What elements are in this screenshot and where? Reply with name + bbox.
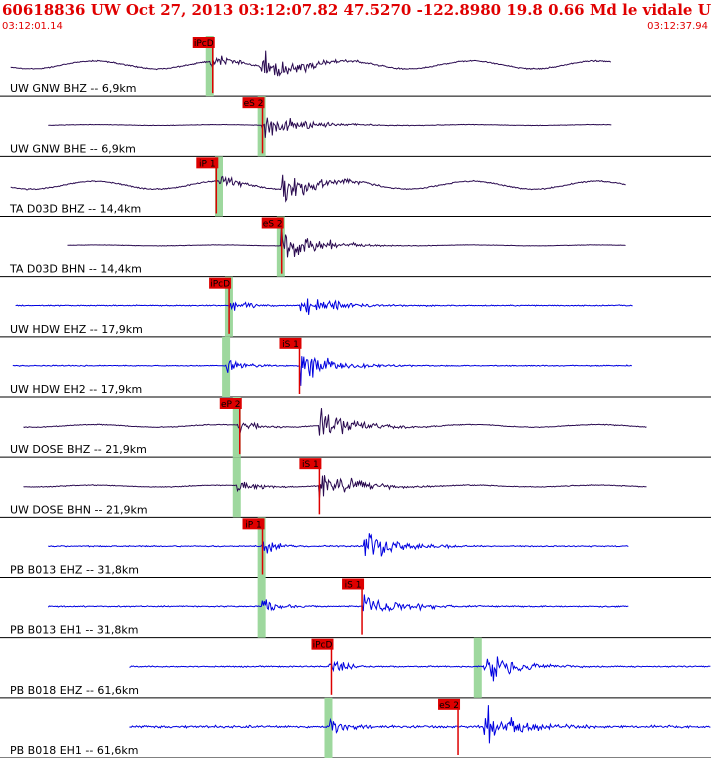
station-label: PB B018 EH1 -- 61,6km <box>10 744 138 757</box>
station-label: UW DOSE BHZ -- 21,9km <box>10 443 147 456</box>
waveform-trace <box>48 117 612 138</box>
event-title: 60618836 UW Oct 27, 2013 03:12:07.82 47.… <box>2 1 711 19</box>
waveform-trace <box>67 223 626 258</box>
pick-label: iP 1 <box>199 159 216 169</box>
pick-label-box <box>279 337 302 349</box>
station-label: PB B018 EHZ -- 61,6km <box>10 684 139 697</box>
waveform-trace <box>10 50 612 77</box>
station-label: UW GNW BHZ -- 6,9km <box>10 82 136 95</box>
pick-window <box>205 36 214 97</box>
pick-window <box>257 577 266 638</box>
pick-label: iP 1 <box>245 520 262 530</box>
pick-label: iS 1 <box>302 460 319 470</box>
pick-label-box <box>311 638 334 650</box>
pick-label: iPcD <box>313 641 333 651</box>
trace-panel[interactable]: iPcD UW GNW BHZ -- 6,9km <box>0 36 711 97</box>
pick-label-box <box>438 698 461 710</box>
pick-window <box>473 637 482 698</box>
seismogram-panels[interactable]: iPcD UW GNW BHZ -- 6,9km eS 2 UW GNW BHE --… <box>0 36 711 759</box>
time-start-label: 03:12:01.14 <box>2 21 63 32</box>
pick-window <box>276 216 285 277</box>
pick-window <box>257 517 266 578</box>
waveform-trace <box>15 298 633 315</box>
trace-panel[interactable]: iP 1 PB B013 EHZ -- 31,8km <box>0 517 711 578</box>
waveform-trace <box>23 475 647 499</box>
pick-window <box>214 156 223 217</box>
trace-panel[interactable]: eS 2 TA D03D BHN -- 14,4km <box>0 216 711 278</box>
station-label: TA D03D BHN -- 14,4km <box>9 263 142 276</box>
trace-panel[interactable]: eS 2 UW GNW BHE -- 6,9km <box>0 96 711 157</box>
pick-label-box <box>261 217 284 229</box>
pick-window <box>232 397 241 458</box>
trace-panel[interactable]: iP 1 TA D03D BHZ -- 14,4km <box>0 156 711 217</box>
pick-label: iS 1 <box>282 340 299 350</box>
station-label: UW HDW EHZ -- 17,9km <box>10 323 143 336</box>
station-label: PB B013 EH1 -- 31,8km <box>10 624 138 637</box>
station-label: UW GNW BHE -- 6,9km <box>10 142 136 155</box>
pick-label-box <box>342 578 365 590</box>
waveform-trace <box>129 656 711 682</box>
pick-label: iPcD <box>210 280 230 290</box>
waveform-trace <box>10 174 626 203</box>
pick-label: iS 1 <box>345 581 362 591</box>
pick-label-box <box>299 458 322 470</box>
time-end-label: 03:12:37.94 <box>647 21 708 32</box>
trace-panel[interactable]: iS 1 UW DOSE BHN -- 21,9km <box>0 457 711 518</box>
pick-label: eS 2 <box>244 99 264 109</box>
station-label: UW DOSE BHN -- 21,9km <box>10 503 148 516</box>
waveform-trace <box>47 594 629 613</box>
trace-panel[interactable]: iS 1 UW HDW EH2 -- 17,9km <box>0 336 711 398</box>
pick-label: iPcD <box>194 39 214 49</box>
trace-panel[interactable]: iS 1 PB B013 EH1 -- 31,8km <box>0 577 711 639</box>
station-label: PB B013 EHZ -- 31,8km <box>10 564 139 577</box>
pick-window <box>324 697 333 758</box>
trace-panel[interactable]: eS 2 PB B018 EH1 -- 61,6km <box>0 697 711 759</box>
trace-panel[interactable]: iPcD UW HDW EHZ -- 17,9km <box>0 276 711 338</box>
pick-label-box <box>242 518 265 530</box>
pick-label: eS 2 <box>263 220 283 230</box>
pick-label-box <box>242 97 265 109</box>
station-label: TA D03D BHZ -- 14,4km <box>9 203 141 216</box>
seismogram-svg[interactable]: iPcD UW GNW BHZ -- 6,9km eS 2 UW GNW BHE --… <box>0 36 711 759</box>
pick-label: eP 2 <box>221 400 241 410</box>
station-label: UW HDW EH2 -- 17,9km <box>10 383 142 396</box>
trace-panel[interactable]: eP 2 UW DOSE BHZ -- 21,9km <box>0 397 711 458</box>
pick-label-box <box>196 157 219 169</box>
waveform-trace <box>48 533 629 557</box>
waveform-trace <box>12 356 633 386</box>
waveform-trace <box>129 705 711 744</box>
pick-label: eS 2 <box>439 701 459 711</box>
waveform-trace <box>23 408 647 436</box>
trace-panel[interactable]: iPcD PB B018 EHZ -- 61,6km <box>0 637 711 699</box>
pick-label-box <box>219 398 242 409</box>
pick-label-box <box>209 277 232 289</box>
pick-label-box <box>192 37 215 48</box>
